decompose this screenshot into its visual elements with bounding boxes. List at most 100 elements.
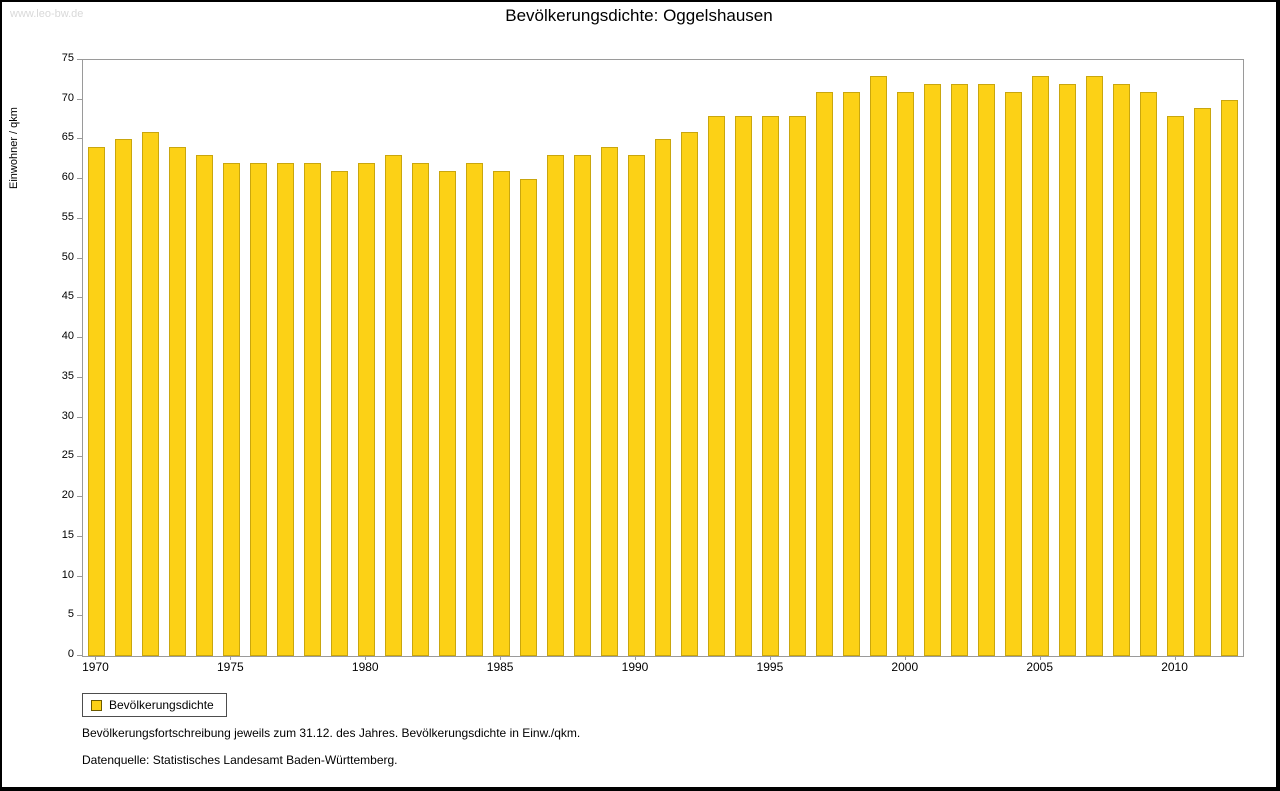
y-tick-mark: [77, 615, 82, 617]
y-tick-label-65: 65: [61, 131, 74, 144]
bar-2000: [897, 91, 915, 656]
bar-1998: [843, 91, 861, 656]
bar-1970: [87, 147, 105, 656]
bar-2009: [1140, 91, 1158, 656]
bar-1989: [600, 147, 618, 656]
chart-title: Bevölkerungsdichte: Oggelshausen: [505, 6, 773, 25]
y-tick-mark: [77, 138, 82, 140]
bar-2007: [1086, 75, 1104, 656]
bar-1987: [546, 155, 564, 656]
y-tick-label-10: 10: [61, 568, 74, 581]
x-tick-mark: [95, 656, 97, 660]
bar-1992: [681, 131, 699, 656]
x-tick-label-1970: 1970: [82, 660, 109, 674]
bar-2010: [1167, 115, 1185, 656]
bar-2002: [951, 83, 969, 656]
y-tick-mark: [77, 337, 82, 339]
bar-1980: [357, 163, 375, 656]
y-tick-label-45: 45: [61, 290, 74, 303]
bar-1988: [573, 155, 591, 656]
x-tick-mark: [1039, 656, 1041, 660]
x-tick-label-2005: 2005: [1026, 660, 1054, 674]
footnote-1: Bevölkerungsfortschreibung jeweils zum 3…: [82, 726, 581, 740]
legend-label: Bevölkerungsdichte: [109, 698, 214, 712]
y-tick-mark: [77, 178, 82, 180]
bar-1984: [465, 163, 483, 656]
bar-1982: [411, 163, 429, 656]
bar-1993: [708, 115, 726, 656]
x-tick-label-2010: 2010: [1161, 660, 1188, 674]
y-tick-mark: [77, 98, 82, 100]
bar-1985: [492, 171, 510, 656]
y-tick-label-55: 55: [61, 210, 74, 223]
bar-2011: [1194, 107, 1212, 656]
plot-area: [82, 59, 1244, 657]
y-tick-mark: [77, 257, 82, 259]
y-tick-label-15: 15: [61, 528, 74, 541]
y-tick-label-75: 75: [61, 52, 74, 64]
bar-2003: [978, 83, 996, 656]
y-tick-label-50: 50: [61, 250, 74, 263]
x-tick-mark: [769, 656, 771, 660]
bar-1978: [303, 163, 321, 656]
y-tick-label-20: 20: [61, 489, 74, 502]
bar-1983: [438, 171, 456, 656]
x-tick-label-1995: 1995: [756, 660, 784, 674]
legend-swatch: [91, 699, 102, 711]
y-tick-label-25: 25: [61, 449, 74, 462]
y-tick-label-5: 5: [67, 608, 74, 621]
y-tick-label-0: 0: [67, 648, 74, 660]
x-tick-mark: [635, 656, 637, 660]
y-tick-label-70: 70: [61, 91, 74, 104]
x-tick-label-1985: 1985: [486, 660, 514, 674]
bar-1976: [249, 163, 267, 656]
y-tick-label-40: 40: [61, 330, 74, 343]
x-tick-label-2000: 2000: [891, 660, 919, 674]
bar-2012: [1221, 99, 1238, 656]
x-tick-label-1980: 1980: [351, 660, 379, 674]
bar-1981: [384, 155, 402, 656]
legend: Bevölkerungsdichte: [82, 693, 227, 717]
y-tick-mark: [77, 456, 82, 458]
y-tick-mark: [77, 297, 82, 299]
bar-2005: [1032, 75, 1050, 656]
bar-2006: [1059, 83, 1077, 656]
y-tick-mark: [77, 59, 82, 60]
x-tick-mark: [500, 656, 502, 660]
bar-1973: [168, 147, 186, 656]
y-tick-mark: [77, 575, 82, 577]
y-tick-mark: [77, 416, 82, 418]
bar-1991: [654, 139, 672, 656]
bar-1975: [222, 163, 240, 656]
y-tick-label-35: 35: [61, 369, 74, 382]
bar-1990: [627, 155, 645, 656]
bar-2001: [924, 83, 942, 656]
bar-1972: [141, 131, 159, 656]
bar-1999: [870, 75, 888, 656]
y-axis-label: Einwohner / qkm: [8, 107, 20, 189]
bar-1997: [816, 91, 834, 656]
bar-2004: [1005, 91, 1023, 656]
footnote-2: Datenquelle: Statistisches Landesamt Bad…: [82, 753, 398, 767]
bar-1971: [114, 139, 132, 656]
bar-1986: [519, 179, 537, 656]
y-tick-mark: [77, 655, 82, 656]
watermark: www.leo-bw.de: [10, 8, 84, 20]
bar-1977: [276, 163, 294, 656]
y-tick-mark: [77, 535, 82, 537]
x-tick-mark: [1174, 656, 1176, 660]
bar-1996: [789, 115, 807, 656]
bar-1974: [195, 155, 213, 656]
bar-1994: [735, 115, 753, 656]
y-tick-label-30: 30: [61, 409, 74, 422]
bar-1979: [330, 171, 348, 656]
x-tick-mark: [365, 656, 367, 660]
bar-1995: [762, 115, 780, 656]
y-tick-mark: [77, 496, 82, 498]
y-tick-mark: [77, 217, 82, 219]
bar-2008: [1113, 83, 1131, 656]
y-tick-mark: [77, 376, 82, 378]
x-tick-label-1975: 1975: [217, 660, 244, 674]
x-tick-mark: [230, 656, 232, 660]
